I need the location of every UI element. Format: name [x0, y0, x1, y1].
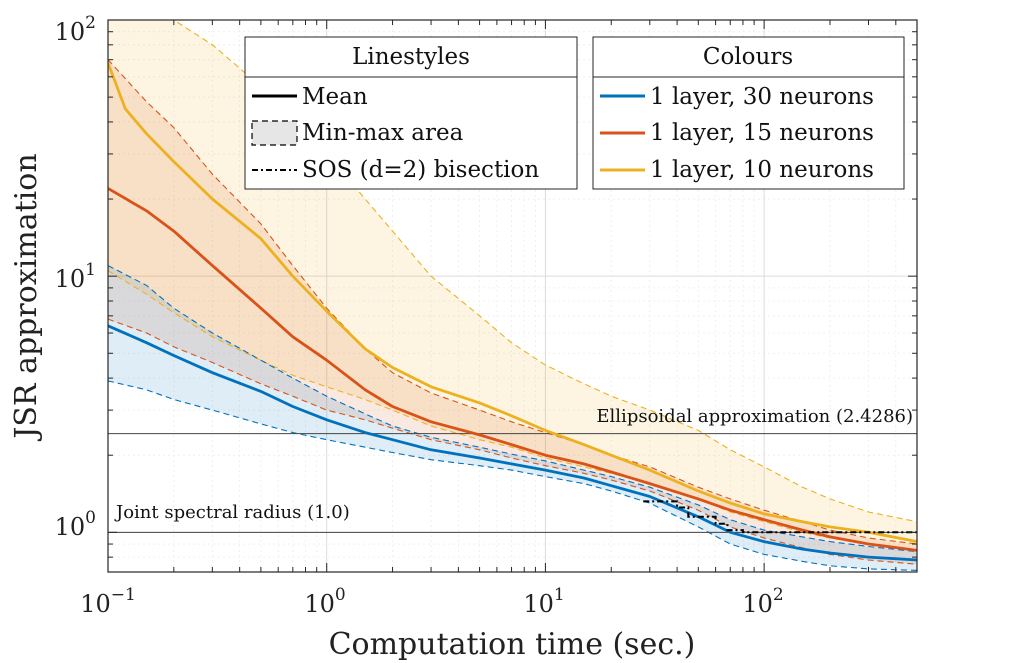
legend-colours-title: Colours [703, 44, 793, 70]
y-tick-0: 100 [55, 508, 96, 541]
x-tick-3: 102 [742, 585, 783, 618]
x-tick-1: 100 [304, 585, 345, 618]
mean-line-1-layer-10-neurons [108, 62, 917, 543]
min-max-bounds [108, 20, 917, 571]
band-1-layer-30-neurons [108, 265, 917, 571]
ellipsoidal-label: Ellipsoidal approximation (2.4286) [596, 406, 913, 427]
legend-linestyles-box [244, 36, 578, 190]
legend-linestyles-title: Linestyles [352, 44, 470, 70]
mean-line-1-layer-15-neurons [108, 187, 917, 552]
legend-sos-label: SOS (d=2) bisection [302, 157, 539, 183]
legend-15-neurons-label: 1 layer, 15 neurons [650, 120, 874, 146]
legend-30-neurons-label: 1 layer, 30 neurons [650, 84, 874, 110]
plot-frame [107, 19, 918, 573]
legend-colours: Colours 1 layer, 30 neurons 1 layer, 15 … [592, 36, 905, 190]
x-tick-labels: 10−1 100 101 102 [80, 585, 783, 618]
max-line-1-layer-15-neurons [108, 59, 917, 545]
max-line-1-layer-30-neurons [108, 265, 917, 553]
jsr-label: Joint spectral radius (1.0) [114, 502, 350, 523]
y-tick-labels: 100 101 102 [55, 13, 96, 541]
legend-colours-box [592, 36, 905, 190]
x-tick-2: 101 [523, 585, 564, 618]
legend-linestyles: Linestyles Mean Min-max area SOS (d=2) b… [244, 36, 578, 190]
max-line-1-layer-10-neurons [108, 20, 917, 523]
x-tick-0: 10−1 [80, 585, 136, 618]
y-axis-label: JSR approximation [9, 153, 44, 441]
legend-mean-label: Mean [302, 84, 368, 110]
legend-minmax-swatch [251, 120, 298, 146]
band-1-layer-15-neurons [108, 59, 917, 565]
x-axis-label: Computation time (sec.) [329, 627, 696, 662]
legend-10-neurons-label: 1 layer, 10 neurons [650, 157, 874, 183]
mean-line-1-layer-30-neurons [108, 324, 917, 562]
mean-lines [108, 62, 917, 562]
y-tick-2: 102 [55, 13, 96, 46]
axis-ticks [107, 20, 918, 573]
sos-bisection [643, 500, 917, 534]
sos-bisection-line [643, 500, 917, 534]
min-line-1-layer-30-neurons [108, 380, 917, 571]
min-line-1-layer-10-neurons [108, 270, 917, 551]
y-tick-1: 101 [55, 260, 96, 293]
legend-minmax-label: Min-max area [302, 120, 464, 146]
